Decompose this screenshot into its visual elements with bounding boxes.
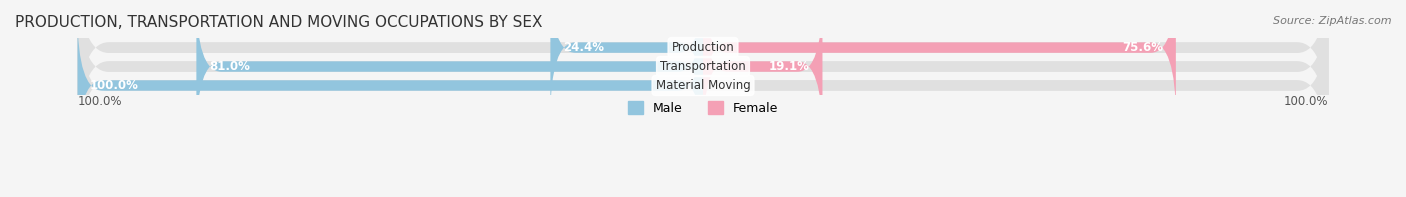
Text: Transportation: Transportation (661, 60, 745, 73)
Text: 100.0%: 100.0% (77, 95, 122, 108)
Text: PRODUCTION, TRANSPORTATION AND MOVING OCCUPATIONS BY SEX: PRODUCTION, TRANSPORTATION AND MOVING OC… (15, 15, 543, 30)
Text: 24.4%: 24.4% (562, 41, 605, 54)
Text: 19.1%: 19.1% (769, 60, 810, 73)
FancyBboxPatch shape (77, 0, 1329, 156)
Text: 81.0%: 81.0% (209, 60, 250, 73)
FancyBboxPatch shape (703, 0, 1175, 118)
FancyBboxPatch shape (703, 0, 823, 137)
Legend: Male, Female: Male, Female (623, 96, 783, 120)
Text: Material Moving: Material Moving (655, 79, 751, 92)
FancyBboxPatch shape (77, 15, 703, 156)
FancyBboxPatch shape (550, 0, 703, 118)
FancyBboxPatch shape (77, 0, 1329, 137)
FancyBboxPatch shape (197, 0, 703, 137)
Text: 100.0%: 100.0% (1284, 95, 1329, 108)
Text: Source: ZipAtlas.com: Source: ZipAtlas.com (1274, 16, 1392, 26)
Text: 75.6%: 75.6% (1122, 41, 1163, 54)
Text: Production: Production (672, 41, 734, 54)
Text: 100.0%: 100.0% (90, 79, 139, 92)
FancyBboxPatch shape (77, 0, 1329, 175)
